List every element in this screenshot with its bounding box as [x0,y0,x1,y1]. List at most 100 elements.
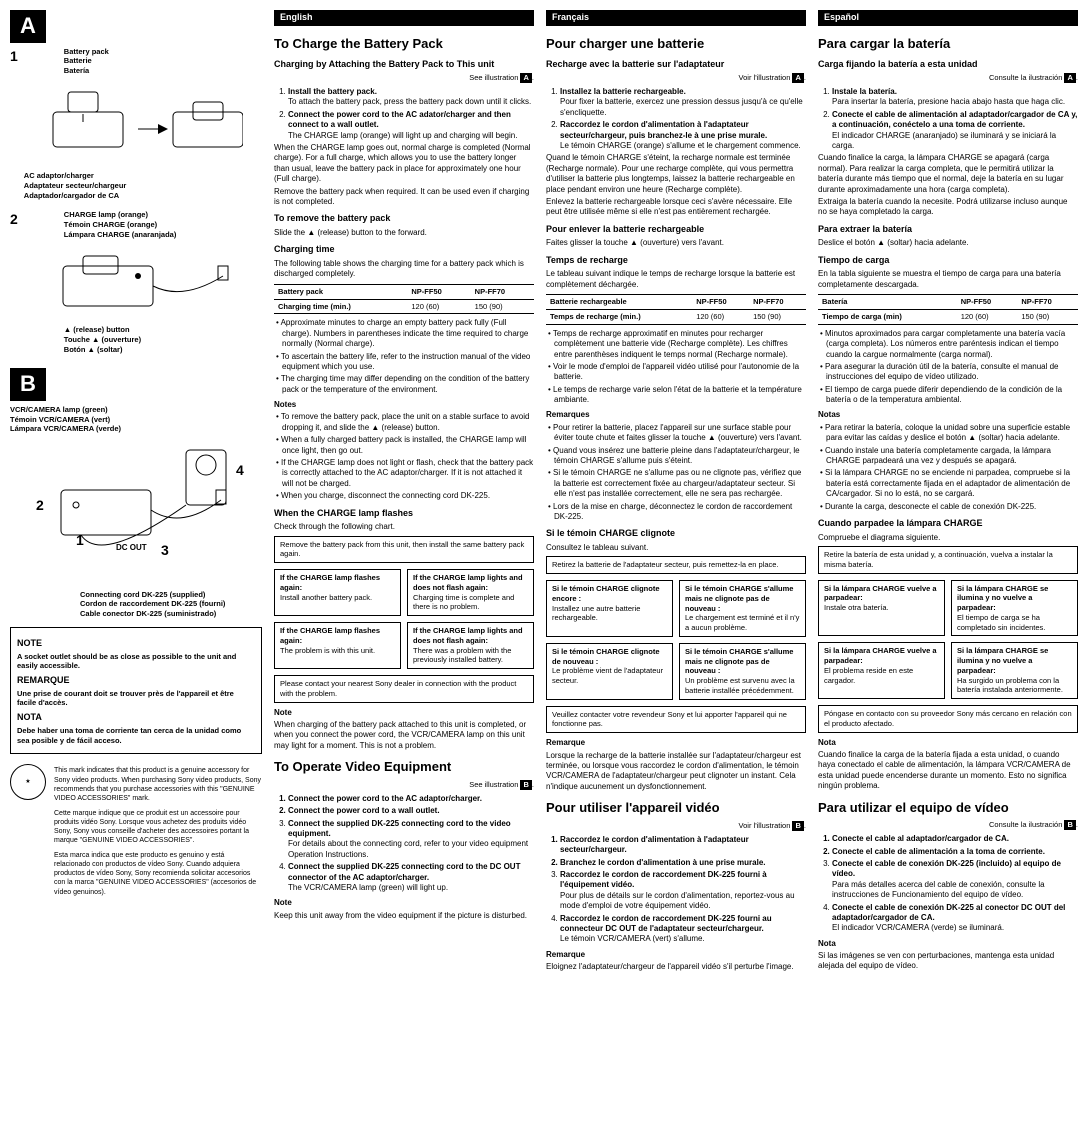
genuine-logo-icon: ★ [10,764,46,800]
sub-charge-en: Charging by Attaching the Battery Pack t… [274,59,534,71]
note3-en: Keep this unit away from the video equip… [274,911,534,921]
flash-intro-es: Compruebe el diagrama siguiente. [818,533,1078,543]
steps-b-en: Connect the power cord to the AC adaptor… [274,794,534,894]
note2-fr: Lorsque la recharge de la batterie insta… [546,751,806,793]
english-column: English To Charge the Battery Pack Charg… [274,10,534,975]
note3-fr: Eloignez l'adaptateur/chargeur de l'appa… [546,962,806,972]
list-item: Conecte el cable de alimentación al adap… [832,110,1078,152]
h-charge-es: Para cargar la batería [818,36,1078,53]
list-item: Conecte el cable al adaptador/cargador d… [832,834,1078,844]
list-item: To ascertain the battery life, refer to … [282,352,534,373]
h-remove-en: To remove the battery pack [274,213,534,225]
list-item: Connect the power cord to a wall outlet. [288,806,534,816]
steps-a-es: Instale la batería.Para insertar la bate… [818,87,1078,151]
flow-bottom-es: Póngase en contacto con su proveedor Son… [818,705,1078,733]
flow-top-en: Remove the battery pack from this unit, … [274,536,534,564]
flow-r1-fr: Si le témoin CHARGE s'allume mais ne cli… [679,580,806,637]
list-item: Durante la carga, desconecte el cable de… [826,502,1078,512]
flow-l2-fr: Si le témoin CHARGE clignote de nouveau … [546,643,673,700]
h-note3-en: Note [274,898,534,908]
list-item: When you charge, disconnect the connecti… [282,491,534,501]
list-item: Approximate minutes to charge an empty b… [282,318,534,349]
battery-label: Battery pack Batterie Batería [64,47,262,76]
ill-a-label: A [10,10,46,43]
flow-l1-fr: Si le témoin CHARGE clignote encore :Ins… [546,580,673,637]
para-normal-fr: Quand le témoin CHARGE s'éteint, la rech… [546,153,806,195]
list-item: Pour retirer la batterie, placez l'appar… [554,423,806,444]
release-label: ▲ (release) button Touche ▲ (ouverture) … [64,325,262,354]
note-es-h: NOTA [17,712,255,724]
h-notes-es: Notas [818,410,1078,420]
h-note3-es: Nota [818,939,1078,949]
list-item: Cuando instale una batería completamente… [826,446,1078,467]
logo-row: ★ This mark indicates that this product … [10,764,262,898]
list-item: If the CHARGE lamp does not light or fla… [282,458,534,489]
list-item: Si la lámpara CHARGE no se enciende ni p… [826,468,1078,499]
flow-r1-es: Si la lámpara CHARGE se ilumina y no vue… [951,580,1078,637]
logo-text-fr: Cette marque indique que ce produit est … [54,809,262,845]
illustrations-column: A 1 Battery pack Batterie Batería [10,10,262,975]
chtime-intro-fr: Le tableau suivant indique le temps de r… [546,269,806,290]
list-item: Install the battery pack.To attach the b… [288,87,534,108]
see-ill-a-en: See illustration A. [274,73,534,83]
notes-list-fr: Pour retirer la batterie, placez l'appar… [546,423,806,523]
illustration-b: B VCR/CAMERA lamp (green) Témoin VCR/CAM… [10,368,262,618]
notes-list-es: Para retirar la batería, coloque la unid… [818,423,1078,512]
charge-lamp-label: CHARGE lamp (orange) Témoin CHARGE (oran… [64,210,262,239]
chtime-intro-es: En la tabla siguiente se muestra el tiem… [818,269,1078,290]
ill-a1-svg [43,82,243,162]
list-item: Raccordez le cordon d'alimentation à l'a… [560,120,806,151]
list-item: Voir le mode d'emploi de l'appareil vidé… [554,362,806,383]
charge-table-es: Batería NP-FF50 NP-FF70 Tiempo de carga … [818,294,1078,325]
chtime-intro-en: The following table shows the charging t… [274,259,534,280]
logo-text-es: Esta marca indica que este producto es g… [54,851,262,896]
note-es: Debe haber una toma de corriente tan cer… [17,726,255,746]
bullets-time-es: Minutos aproximados para cargar completa… [818,329,1078,406]
ill-a-step2-num: 2 [10,210,18,354]
note-en: A socket outlet should be as close as po… [17,652,255,672]
h-chtime-es: Tiempo de carga [818,255,1078,267]
svg-text:2: 2 [36,497,44,513]
lang-bar-en: English [274,10,534,26]
para-normal-es: Cuando finalice la carga, la lámpara CHA… [818,153,1078,195]
h-note2-en: Note [274,708,534,718]
para-remove-fr: Enlevez la batterie rechargeable lorsque… [546,197,806,218]
charge-table-en: Battery pack NP-FF50 NP-FF70 Charging ti… [274,284,534,315]
list-item: Quand vous insérez une batterie pleine d… [554,446,806,467]
h-notes-en: Notes [274,400,534,410]
list-item: Conecte el cable de conexión DK-225 al c… [832,903,1078,934]
ill-b-svg: 2 1 3 4 DC OUT [21,440,251,580]
h-operate-es: Para utilizar el equipo de vídeo [818,800,1078,817]
svg-text:3: 3 [161,542,169,558]
flow-r2-en: If the CHARGE lamp lights and does not f… [407,622,534,669]
charge-table-fr: Batterie rechargeable NP-FF50 NP-FF70 Te… [546,294,806,325]
note2-en: When charging of the battery pack attach… [274,720,534,751]
list-item: Minutos aproximados para cargar completa… [826,329,1078,360]
flow-top-fr: Retirez la batterie de l'adaptateur sect… [546,556,806,574]
french-column: Français Pour charger une batterie Recha… [546,10,806,975]
steps-a-fr: Installez la batterie rechargeable.Pour … [546,87,806,151]
h-flash-en: When the CHARGE lamp flashes [274,508,534,520]
list-item: Lors de la mise en charge, déconnectez l… [554,502,806,523]
h-flash-fr: Si le témoin CHARGE clignote [546,528,806,540]
h-note3-fr: Remarque [546,950,806,960]
ill-b-label: B [10,368,46,401]
bullets-time-fr: Temps de recharge approximatif en minute… [546,329,806,406]
h-charge-fr: Pour charger une batterie [546,36,806,53]
h-notes-fr: Remarques [546,410,806,420]
flash-intro-en: Check through the following chart. [274,522,534,532]
list-item: Temps de recharge approximatif en minute… [554,329,806,360]
note-fr-h: REMARQUE [17,675,255,687]
para-normal-en: When the CHARGE lamp goes out, normal ch… [274,143,534,185]
sub-charge-es: Carga fijando la batería a esta unidad [818,59,1078,71]
flow-l2-es: Si la lámpara CHARGE vuelve a parpadear:… [818,642,945,699]
flow-l1-en: If the CHARGE lamp flashes again:Install… [274,569,401,616]
steps-b-fr: Raccordez le cordon d'alimentation à l'a… [546,835,806,945]
notes-list-en: To remove the battery pack, place the un… [274,412,534,501]
h-operate-en: To Operate Video Equipment [274,759,534,776]
ill-a-step1-num: 1 [10,47,18,201]
flow-r2-fr: Si le témoin CHARGE s'allume mais ne cli… [679,643,806,700]
flow-r1-en: If the CHARGE lamp lights and does not f… [407,569,534,616]
remove-text-fr: Faites glisser la touche ▲ (ouverture) v… [546,238,806,248]
h-flash-es: Cuando parpadee la lámpara CHARGE [818,518,1078,530]
